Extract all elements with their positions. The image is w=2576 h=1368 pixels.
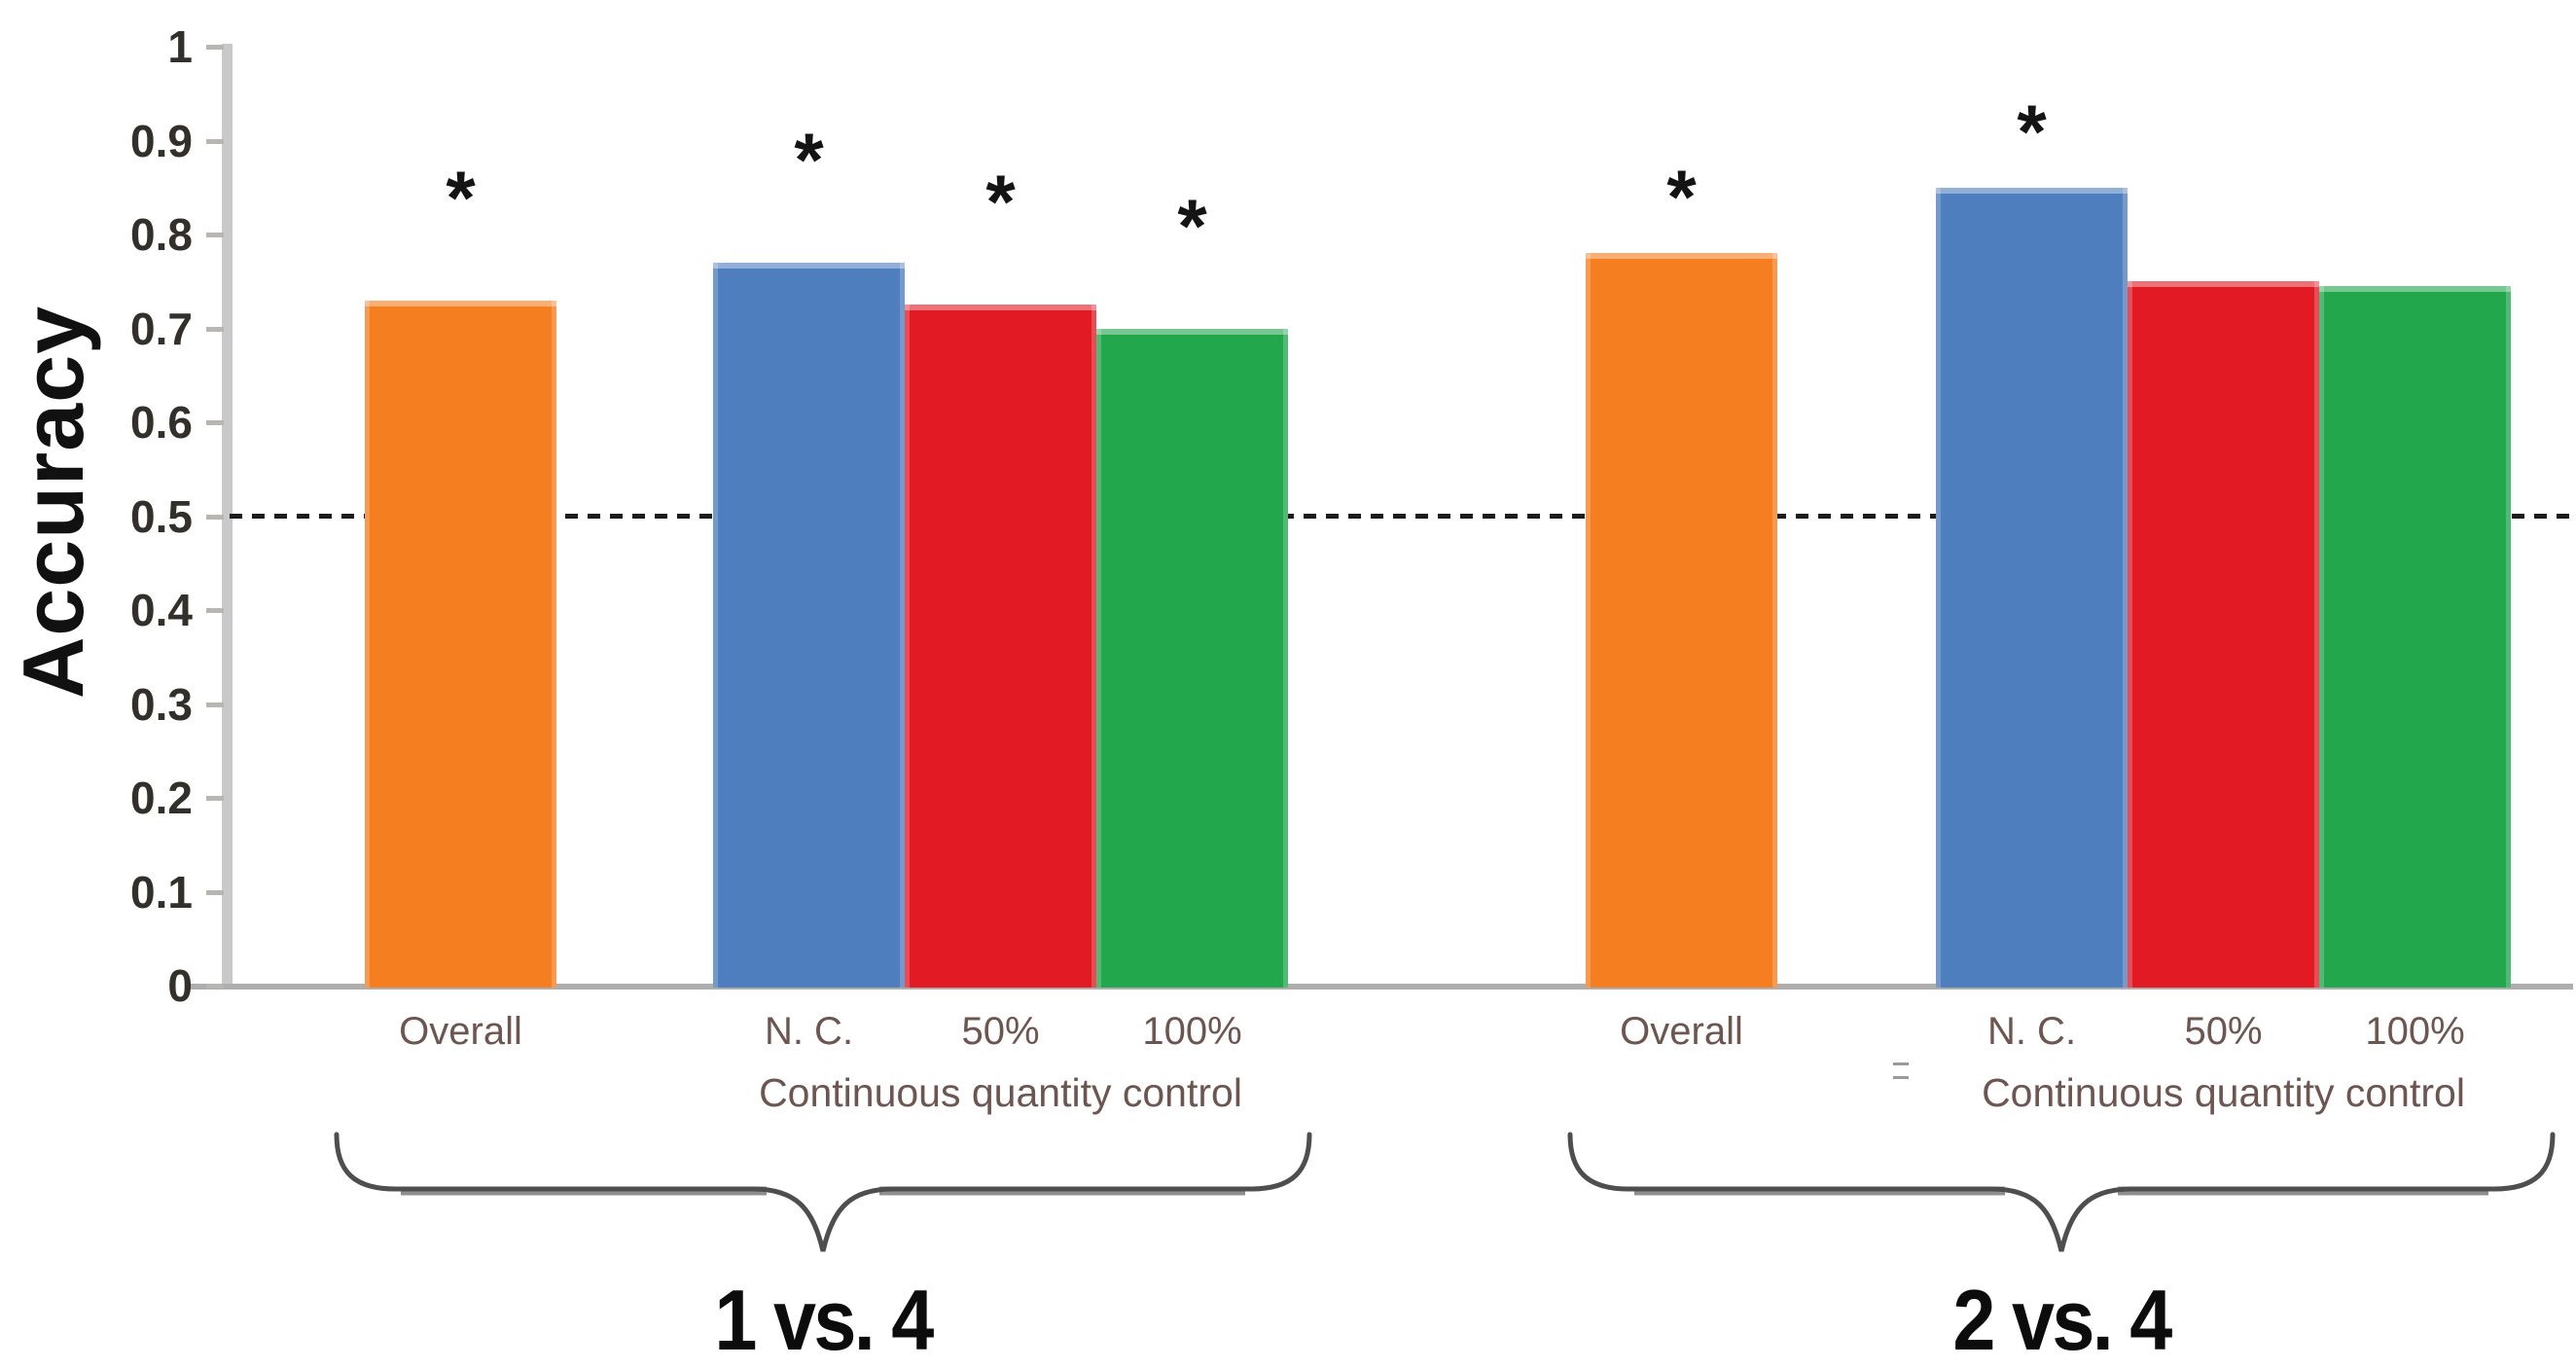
stray-artifact-mark [1893,1062,1909,1079]
y-axis-tick-mark [206,984,224,989]
category-label: 100% [1142,1010,1242,1053]
group-title-1vs4: 1 vs. 4 [714,1272,934,1368]
y-axis-tick-label: 0.5 [130,490,193,542]
y-axis-tick-mark [206,138,224,144]
y-axis-tick-mark [206,326,224,332]
bar-1vs4-100% [1096,328,1288,988]
bar-1vs4-nc [713,262,905,988]
y-axis-tick-label: 0.4 [130,585,193,635]
bar-2vs4-100% [2319,286,2511,988]
category-label: Overall [399,1010,522,1053]
significance-asterisk: * [794,116,824,202]
significance-asterisk: * [985,159,1016,245]
group-brace-1vs4 [334,1132,1312,1252]
chance-level-dashed-line [230,514,2574,519]
category-label: N. C. [764,1010,854,1053]
y-axis-tick-label: 1 [167,21,193,72]
y-axis-tick-label: 0.7 [130,303,193,354]
y-axis-tick-mark [206,889,224,895]
y-axis-tick-mark [206,608,224,613]
y-axis-tick-label: 0.2 [130,773,193,823]
significance-asterisk: * [2017,88,2047,174]
subcategory-label: Continuous quantity control [1982,1070,2465,1115]
subcategory-label: Continuous quantity control [759,1070,1242,1115]
y-axis-tick-mark [206,420,224,425]
category-label: Overall [1620,1010,1743,1053]
y-axis-tick-mark [206,45,224,50]
bar-2vs4-overall [1586,253,1777,988]
y-axis-line [222,44,233,990]
y-axis-tick-label: 0.9 [130,115,193,166]
y-axis-tick-mark [206,233,224,237]
bar-1vs4-overall [365,300,556,988]
y-axis-tick-mark [206,514,224,520]
y-axis-tick-label: 0.3 [130,678,193,730]
category-label: 50% [961,1010,1040,1053]
x-axis-baseline [185,984,2573,990]
significance-asterisk: * [446,154,476,240]
category-label: N. C. [1986,1010,2077,1053]
group-brace-2vs4 [1567,1132,2556,1252]
y-axis-tick-label: 0.1 [130,866,193,918]
y-axis-tick-label: 0.8 [130,209,193,260]
bar-2vs4-50% [2128,281,2319,988]
y-axis-tick-label: 0.6 [130,397,193,448]
significance-asterisk: * [1177,182,1207,269]
y-axis-tick-label: 0 [167,960,193,1011]
group-title-2vs4: 2 vs. 4 [1952,1272,2172,1368]
y-axis-tick-mark [206,796,224,801]
category-label: 100% [2365,1010,2465,1053]
category-label: 50% [2184,1010,2263,1053]
bar-1vs4-50% [905,305,1096,988]
significance-asterisk: * [1666,154,1697,240]
y-axis-tick-mark [206,702,224,707]
bar-2vs4-nc [1936,187,2128,988]
